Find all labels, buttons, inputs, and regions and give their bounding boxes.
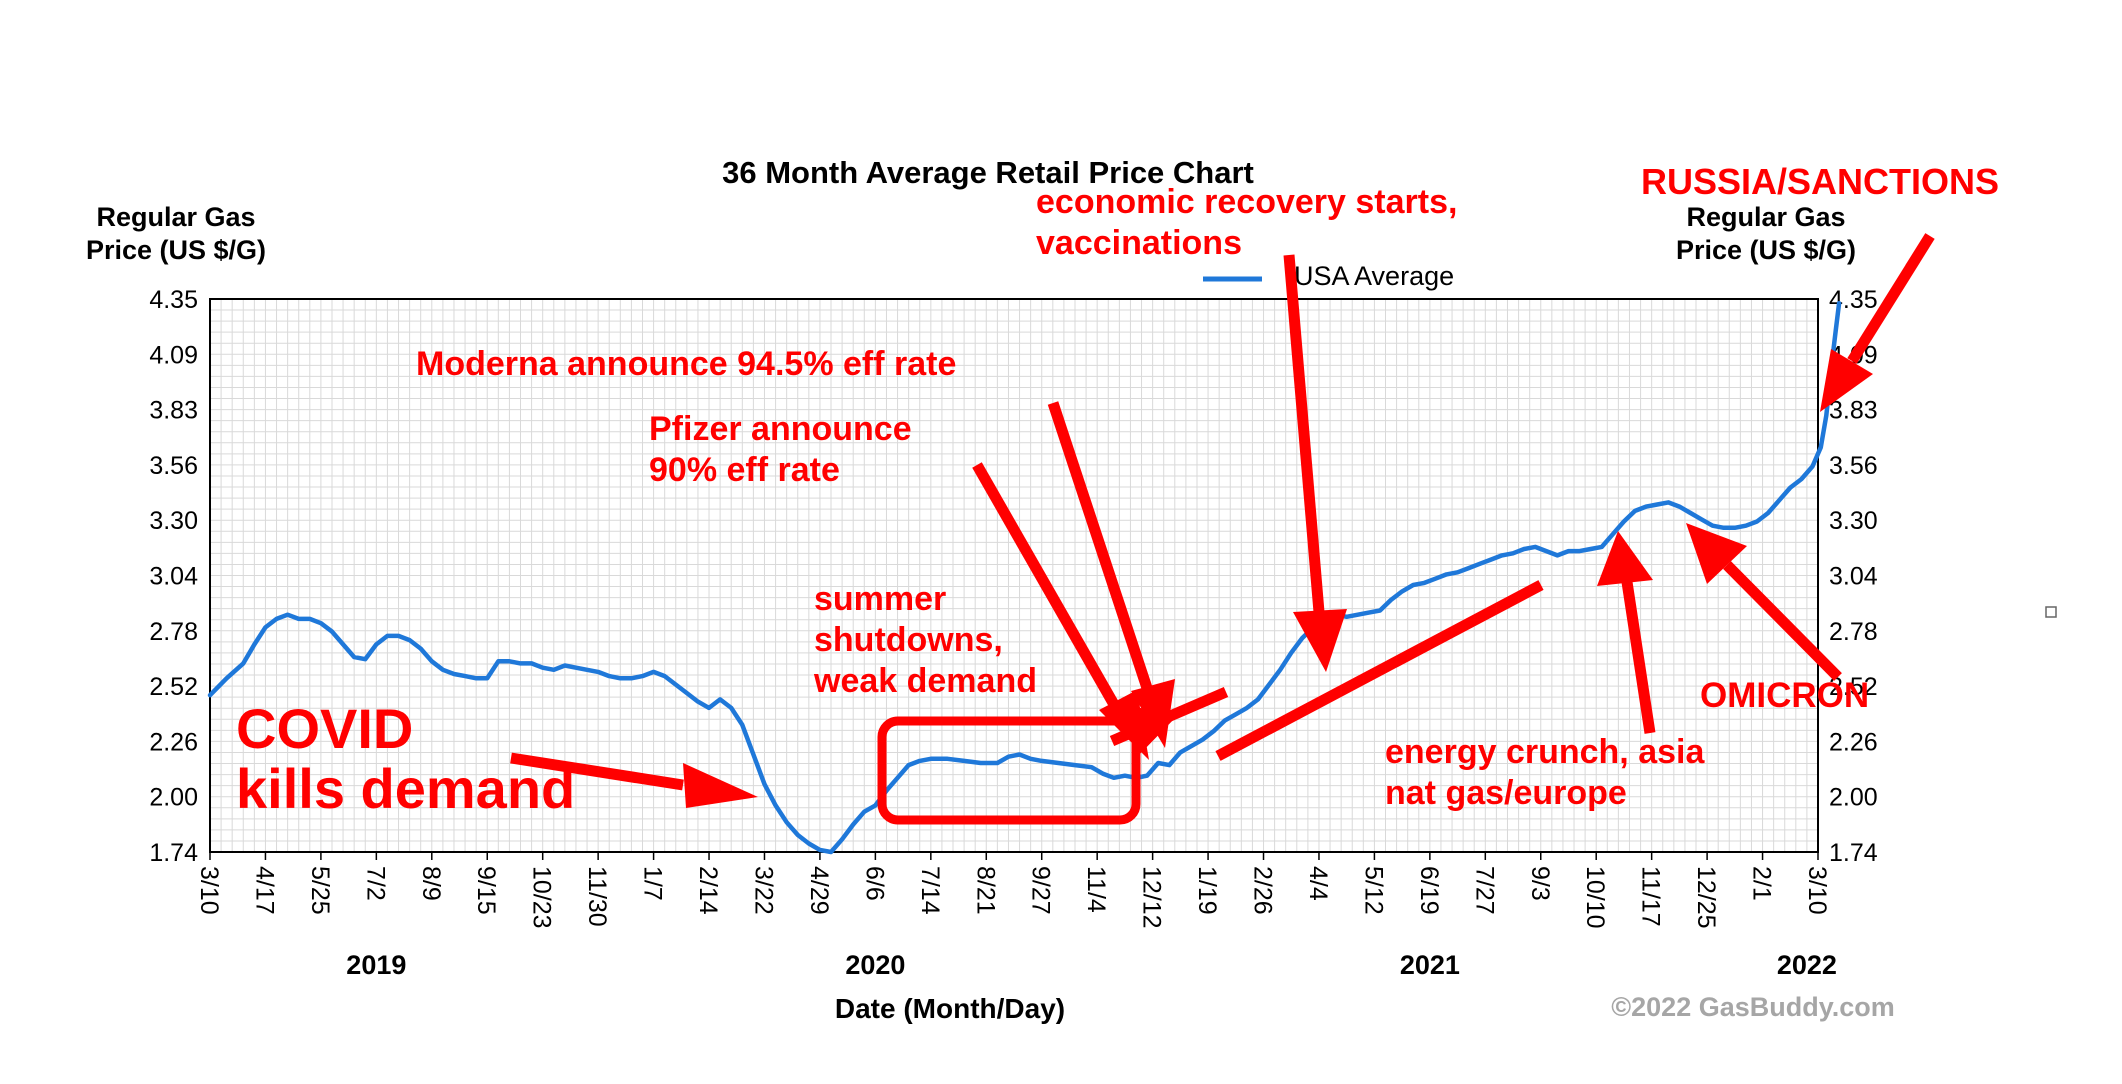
- x-tick-label: 3/10: [195, 866, 223, 915]
- x-tick-label: 6/6: [860, 866, 888, 901]
- plot-frame: [209, 298, 1819, 853]
- pfizer-arrow-shaft: [972, 462, 1125, 718]
- covid-arrow-shaft: [510, 752, 684, 791]
- x-tick-label: 8/9: [417, 866, 445, 901]
- credit: ©2022 GasBuddy.com: [1611, 992, 1895, 1022]
- x-tick-label: 3/10: [1803, 866, 1831, 915]
- y-tick-label-left: 3.04: [149, 563, 198, 591]
- x-tick-label: 4/17: [250, 866, 278, 915]
- y-tick-label-right: 1.74: [1829, 839, 1878, 867]
- annotation-summer-line3: weak demand: [813, 662, 1037, 700]
- year-labels: 2019 2020 2021 2022: [346, 950, 1837, 980]
- x-tick-label: 4/4: [1304, 866, 1332, 901]
- x-axis: 3/10 4/17 5/25 7/2 8/9 9/15 10/23 11/30 1/7 2/14 3…: [195, 852, 1831, 929]
- y-tick-label-left: 2.52: [149, 673, 198, 701]
- x-tick-label: 8/21: [971, 866, 999, 915]
- omicron-arrow-shaft: [1723, 561, 1842, 681]
- annotation-recovery-line1: economic recovery starts,: [1036, 183, 1457, 221]
- y-tick-label-right: 3.04: [1829, 563, 1878, 591]
- annotation-covid-line2: kills demand: [236, 757, 575, 820]
- x-tick-label: 5/25: [306, 866, 334, 915]
- x-tick-label: 2/14: [694, 866, 722, 915]
- y-axis-label-left-line1: Regular Gas: [96, 202, 255, 232]
- y-axis-label-left-line2: Price (US $/G): [86, 235, 266, 265]
- covid-arrow-head: [683, 763, 758, 808]
- x-tick-label: 7/2: [361, 866, 389, 901]
- x-tick-label: 4/29: [805, 866, 833, 915]
- annotation-pfizer-line1: Pfizer announce: [649, 410, 912, 448]
- x-tick-label: 10/23: [528, 866, 556, 929]
- y-axis-label-right-line1: Regular Gas: [1686, 202, 1845, 232]
- y-tick-label-left: 2.00: [149, 784, 198, 812]
- annotation-omicron: OMICRON: [1700, 676, 1869, 715]
- y-tick-label-left: 1.74: [149, 839, 198, 867]
- x-tick-label: 9/27: [1027, 866, 1055, 915]
- energy-arrow-shaft: [1621, 581, 1656, 734]
- russia-arrow-head: [1820, 349, 1873, 412]
- page-marker-right: [2045, 606, 2057, 618]
- annotation-pfizer-line2: 90% eff rate: [649, 451, 840, 489]
- annotation-summer-line1: summer: [814, 580, 946, 618]
- legend-label: USA Average: [1294, 261, 1454, 291]
- x-tick-label: 3/22: [749, 866, 777, 915]
- x-tick-label: 12/12: [1138, 866, 1166, 929]
- recovery-arrow-head: [1293, 609, 1347, 672]
- y-tick-label-left: 3.83: [149, 397, 198, 425]
- year-label: 2021: [1400, 950, 1460, 980]
- recovery-arrow-shaft: [1283, 254, 1325, 613]
- annotation-russia: RUSSIA/SANCTIONS: [1641, 161, 1999, 202]
- x-tick-label: 1/7: [639, 866, 667, 901]
- year-label: 2022: [1777, 950, 1837, 980]
- y-tick-label-left: 2.26: [149, 728, 198, 756]
- x-tick-label: 11/17: [1637, 866, 1665, 927]
- x-tick-label: 9/15: [472, 866, 500, 915]
- annotation-covid-line1: COVID: [236, 697, 413, 760]
- x-tick-label: 11/30: [583, 866, 611, 927]
- annotation-summer-line2: shutdowns,: [814, 621, 1003, 659]
- x-tick-label: 9/3: [1526, 866, 1554, 901]
- annotation-recovery-line2: vaccinations: [1036, 224, 1242, 262]
- x-tick-label: 7/14: [916, 866, 944, 915]
- y-tick-label-left: 4.35: [149, 286, 198, 314]
- x-tick-label: 1/19: [1193, 866, 1221, 915]
- y-tick-label-right: 3.56: [1829, 452, 1878, 480]
- x-tick-label: 12/25: [1692, 866, 1720, 929]
- energy-arrow-head: [1597, 531, 1653, 586]
- summer-arrow-head: [1114, 703, 1178, 756]
- y-tick-label-left: 3.30: [149, 507, 198, 535]
- summer-highlight-box: [877, 716, 1141, 825]
- recovery-trend-line: [1215, 580, 1544, 761]
- y-tick-label-right: 2.00: [1829, 784, 1878, 812]
- annotation-energy-line2: nat gas/europe: [1385, 774, 1627, 812]
- year-label: 2019: [346, 950, 406, 980]
- y-tick-label-right: 3.30: [1829, 507, 1878, 535]
- omicron-arrow-head: [1686, 523, 1747, 584]
- x-axis-label: Date (Month/Day): [835, 993, 1065, 1024]
- y-tick-label-right: 3.83: [1829, 397, 1878, 425]
- annotation-energy-line1: energy crunch, asia: [1385, 733, 1705, 771]
- series-group: [207, 300, 1842, 855]
- moderna-arrow-shaft: [1047, 401, 1153, 690]
- y-tick-label-left: 4.09: [149, 341, 198, 369]
- x-tick-label: 10/10: [1581, 866, 1609, 929]
- x-tick-label: 6/19: [1415, 866, 1443, 915]
- series-line-usa-average: [207, 300, 1842, 855]
- y-tick-label-left: 2.78: [149, 618, 198, 646]
- y-tick-label-right: 2.78: [1829, 618, 1878, 646]
- annotation-moderna: Moderna announce 94.5% eff rate: [416, 345, 956, 383]
- x-tick-label: 2/1: [1748, 866, 1776, 901]
- annotation-marks: [510, 233, 1935, 825]
- y-tick-label-right: 2.26: [1829, 728, 1878, 756]
- x-tick-label: 5/12: [1359, 866, 1387, 915]
- y-axis-label-right-line2: Price (US $/G): [1676, 235, 1856, 265]
- grid: [209, 298, 1819, 853]
- russia-arrow-shaft: [1847, 233, 1935, 364]
- chart-title: 36 Month Average Retail Price Chart: [722, 155, 1254, 190]
- year-label: 2020: [845, 950, 905, 980]
- x-tick-label: 11/4: [1082, 866, 1110, 913]
- x-tick-label: 7/27: [1470, 866, 1498, 915]
- y-tick-label-left: 3.56: [149, 452, 198, 480]
- x-tick-label: 2/26: [1249, 866, 1277, 915]
